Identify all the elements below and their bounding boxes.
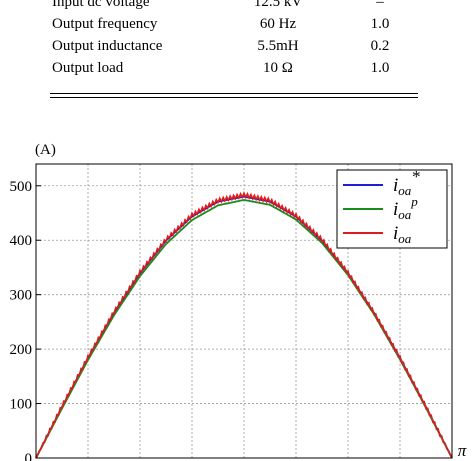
parameter-cell: Input dc voltage	[52, 0, 150, 10]
parameter-cell: Output frequency	[52, 16, 158, 32]
legend-label: ioap	[393, 194, 418, 222]
panel-label: (A)	[35, 142, 56, 158]
value-cell: 60 Hz	[259, 16, 297, 32]
x-tick-label: π	[458, 441, 467, 460]
y-tick-label: 400	[10, 233, 33, 249]
value-cell: 10 Ω	[263, 60, 293, 76]
pu-cell: 0.2	[370, 38, 390, 54]
table-bottom-rule	[50, 97, 418, 98]
series-layer	[35, 191, 453, 459]
legend-label: ioa*	[393, 167, 420, 198]
series-line-2	[35, 199, 453, 459]
pu-cell: 1.0	[370, 60, 390, 76]
y-tick-label: 0	[25, 451, 33, 461]
legend-box	[336, 169, 448, 249]
parameter-cell: Output load	[52, 60, 124, 76]
y-tick-label: 200	[10, 342, 33, 358]
parameter-cell: Output inductance	[52, 38, 163, 54]
parameter-table: Input dc voltage 12.5 kV – Output freque…	[0, 0, 474, 110]
value-cell: 12.5 kV	[253, 0, 303, 10]
table-bottom-rule	[50, 93, 418, 94]
pu-cell: 1.0	[370, 16, 390, 32]
y-tick-label: 100	[10, 397, 33, 413]
table-row: Output frequency 60 Hz 1.0	[0, 16, 474, 38]
value-cell: 5.5mH	[257, 38, 299, 54]
legend-label: ioa	[393, 223, 412, 246]
table-row: Input dc voltage 12.5 kV –	[0, 0, 474, 16]
pu-cell: –	[376, 0, 384, 10]
series-line-3	[35, 191, 453, 459]
plot-frame	[35, 163, 453, 459]
table-row: Output load 10 Ω 1.0	[0, 60, 474, 82]
axis-ticks: 01002003004005000π	[10, 179, 467, 461]
table-row: Output inductance 5.5mH 0.2	[0, 38, 474, 60]
y-tick-label: 300	[10, 288, 33, 304]
y-tick-label: 500	[10, 179, 33, 195]
